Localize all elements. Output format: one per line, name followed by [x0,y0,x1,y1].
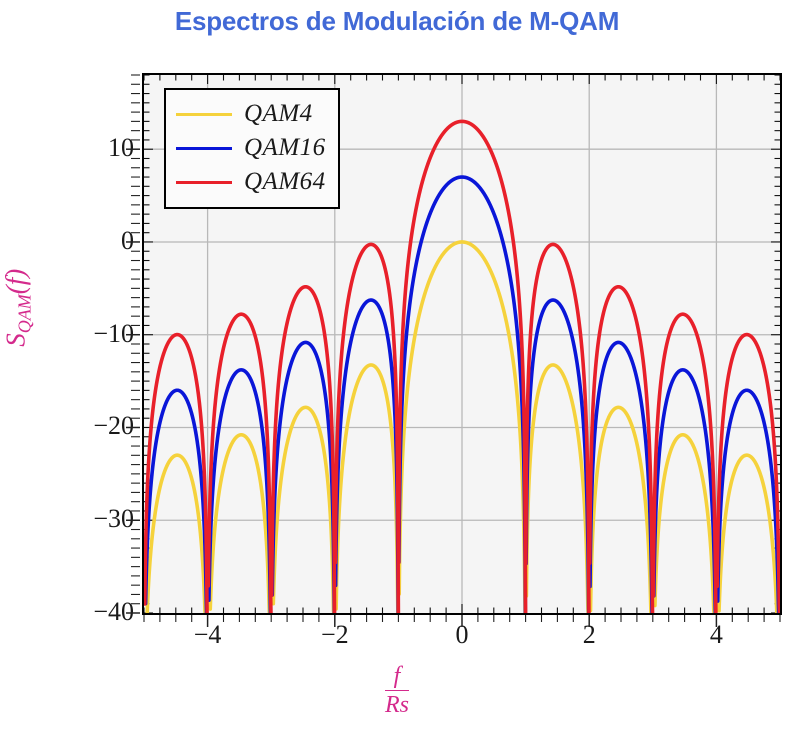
y-tick-label: 10 [108,133,134,163]
plot-canvas [144,75,780,613]
chart-title: Espectros de Modulación de M-QAM [174,6,620,36]
x-tick-label: 0 [455,620,469,649]
y-tick-label: −30 [93,504,134,534]
y-tick-label: −10 [93,318,134,348]
y-axis-title-subscript: QAM [14,294,35,334]
x-axis-title-denominator: Rs [385,692,409,719]
legend-swatch-icon [176,180,232,184]
y-axis-title-argument: (f) [0,268,31,295]
y-axis-tick-labels: 10 0 −10 −20 −30 −40 [56,0,134,731]
legend-swatch-icon [176,146,232,150]
legend-item-qam64[interactable]: QAM64 [176,165,326,199]
x-tick-label: 4 [709,620,723,649]
legend-label: QAM4 [244,100,313,127]
y-tick-label: 0 [121,225,134,255]
y-axis-title-main: S [0,333,31,347]
x-axis-title-numerator: f [385,663,409,692]
legend-label: QAM64 [244,168,326,195]
legend-item-qam16[interactable]: QAM16 [176,131,326,165]
legend-label: QAM16 [244,134,326,161]
y-axis-title: SQAM(f) [0,228,35,388]
y-tick-label: −20 [93,411,134,441]
x-tick-label: 2 [582,620,596,649]
legend-swatch-icon [176,112,232,116]
legend: QAM4 QAM16 QAM64 [164,88,340,209]
legend-item-qam4[interactable]: QAM4 [176,97,326,131]
y-tick-label: −40 [93,597,134,626]
x-axis-title: f Rs [385,663,409,719]
series-curves [144,119,780,613]
